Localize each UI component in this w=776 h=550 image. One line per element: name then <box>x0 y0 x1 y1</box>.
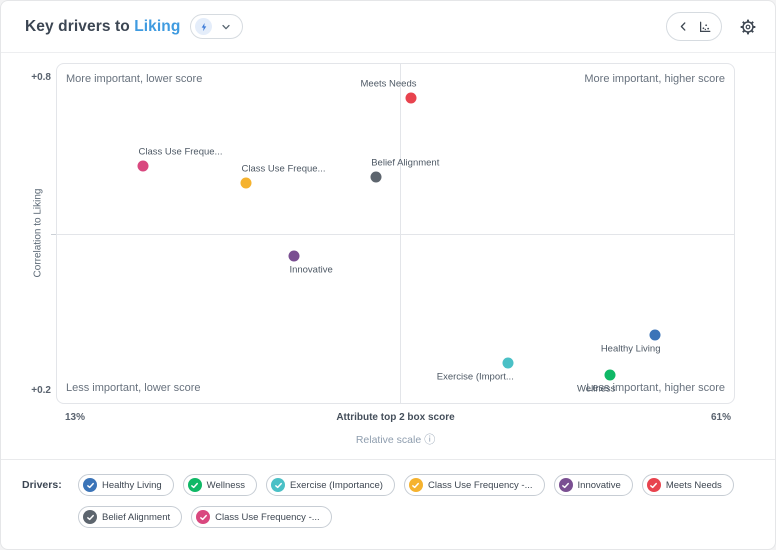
card-header: Key drivers to Liking <box>1 1 775 53</box>
data-point-label: Exercise (Import... <box>436 371 514 383</box>
driver-pill[interactable]: Exercise (Importance) <box>266 474 395 496</box>
info-icon[interactable]: ⓘ <box>424 434 436 446</box>
drivers-legend: Drivers: Healthy Living Wellness Exercise … <box>1 460 775 528</box>
driver-color-check-icon <box>558 478 573 492</box>
driver-pill-label: Meets Needs <box>665 479 722 491</box>
check-icon <box>86 514 94 520</box>
data-point-dot[interactable] <box>405 92 417 104</box>
driver-pill[interactable]: Healthy Living <box>78 474 174 496</box>
data-point[interactable]: Class Use Freque... <box>137 146 222 172</box>
quadrant-divider-horizontal <box>57 233 734 235</box>
chart-nav-group <box>666 12 722 41</box>
page-title: Key drivers to Liking <box>25 18 180 36</box>
data-point-label: Meets Needs <box>360 78 417 90</box>
driver-pill[interactable]: Belief Alignment <box>78 506 183 528</box>
header-actions <box>666 12 759 41</box>
data-point-dot[interactable] <box>240 177 252 189</box>
data-point-dot[interactable] <box>502 357 514 369</box>
data-point-dot[interactable] <box>604 369 616 381</box>
check-icon <box>562 482 569 488</box>
quadrant-label-top-right: More important, higher score <box>584 73 725 85</box>
back-button[interactable] <box>672 16 694 38</box>
x-axis: 13% Attribute top 2 box score 61% <box>56 412 735 426</box>
quadrant-label-top-left: More important, lower score <box>66 73 203 85</box>
scatter-chart-icon <box>698 20 712 34</box>
driver-color-check-icon <box>646 478 661 492</box>
check-icon <box>191 482 199 488</box>
data-point-label: Wellness <box>577 383 616 395</box>
chevron-down-icon <box>220 21 232 33</box>
data-point[interactable]: Belief Alignment <box>370 157 439 183</box>
check-icon <box>274 482 282 488</box>
check-icon <box>199 514 207 520</box>
y-axis-max-tick: +0.8 <box>31 72 51 83</box>
quadrant-label-bottom-right: Less important, higher score <box>586 382 725 394</box>
driver-pill-label: Wellness <box>206 479 246 491</box>
data-point[interactable]: Exercise (Import... <box>437 357 514 383</box>
driver-pill-label: Healthy Living <box>102 479 162 491</box>
chevron-left-icon <box>677 20 690 33</box>
gear-icon <box>739 18 757 36</box>
driver-color-check-icon <box>83 510 97 524</box>
driver-color-check-icon <box>196 510 211 524</box>
driver-pill-label: Class Use Frequency -... <box>427 479 533 491</box>
driver-color-check-icon <box>408 478 423 492</box>
data-point-label: Class Use Freque... <box>241 163 326 175</box>
x-axis-title: Attribute top 2 box score <box>336 412 455 423</box>
lightning-icon <box>195 18 213 35</box>
quadrant-label-bottom-left: Less important, lower score <box>66 382 201 394</box>
y-axis-min-tick: +0.2 <box>31 385 51 396</box>
driver-pills: Healthy Living Wellness Exercise (Importan… <box>78 474 761 528</box>
data-point[interactable]: Meets Needs <box>361 78 417 104</box>
data-point-dot[interactable] <box>649 329 661 341</box>
check-icon <box>412 482 420 488</box>
drivers-label: Drivers: <box>22 479 62 491</box>
data-point-label: Healthy Living <box>600 343 661 355</box>
x-axis-min-tick: 13% <box>65 412 86 423</box>
data-point-dot[interactable] <box>137 160 149 172</box>
x-axis-max-tick: 61% <box>710 412 731 423</box>
data-point-dot[interactable] <box>370 171 382 183</box>
data-point-dot[interactable] <box>288 250 300 262</box>
driver-pill[interactable]: Wellness <box>182 474 258 496</box>
driver-pill-label: Class Use Frequency -... <box>215 511 320 523</box>
relative-scale-note: Relative scale ⓘ <box>355 434 436 446</box>
driver-pill[interactable]: Meets Needs <box>641 474 734 496</box>
data-point-label: Innovative <box>289 264 333 276</box>
metric-selector-dropdown[interactable] <box>190 14 244 39</box>
settings-button[interactable] <box>737 16 759 38</box>
y-mid-tick <box>51 234 57 235</box>
data-point-label: Belief Alignment <box>371 157 440 169</box>
driver-pill[interactable]: Class Use Frequency -... <box>403 474 545 496</box>
check-icon <box>650 482 658 488</box>
driver-color-check-icon <box>271 478 286 492</box>
chart-section: +0.8 +0.2 Correlation to Liking More imp… <box>1 53 775 460</box>
driver-pill-label: Innovative <box>577 479 621 491</box>
metric-name: Liking <box>134 17 181 35</box>
data-point-label: Class Use Freque... <box>138 146 223 158</box>
driver-pill[interactable]: Innovative <box>553 474 633 496</box>
y-axis-title: Correlation to Liking <box>32 188 44 278</box>
data-point[interactable]: Wellness <box>577 369 616 394</box>
data-point[interactable]: Class Use Freque... <box>240 163 325 189</box>
chart-type-button[interactable] <box>694 16 716 38</box>
driver-pill[interactable]: Class Use Frequency -... <box>191 506 332 528</box>
driver-color-check-icon <box>83 478 97 492</box>
check-icon <box>86 482 94 488</box>
scatter-plot: More important, lower score More importa… <box>56 63 735 404</box>
driver-color-check-icon <box>187 478 202 492</box>
title-prefix: Key drivers to <box>25 17 130 35</box>
data-point[interactable]: Healthy Living <box>601 329 661 355</box>
driver-pill-label: Exercise (Importance) <box>290 479 383 491</box>
driver-pill-label: Belief Alignment <box>102 511 171 523</box>
data-point[interactable]: Innovative <box>288 250 333 276</box>
